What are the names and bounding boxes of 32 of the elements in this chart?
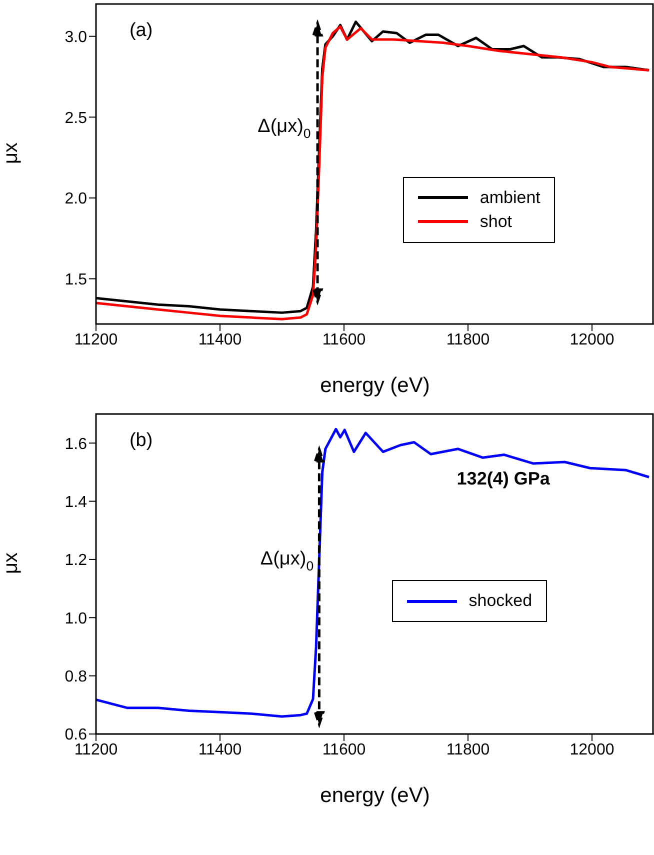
x-tick-label: 11200 xyxy=(74,741,118,758)
y-tick-label: 2.5 xyxy=(64,110,88,127)
legend-label: ambient xyxy=(478,186,540,209)
y-tick-label: 1.0 xyxy=(64,610,88,628)
x-tick-label: 12000 xyxy=(570,331,614,348)
legend-label: shot xyxy=(478,210,514,233)
x-tick-label: 11600 xyxy=(322,331,366,348)
x-tick-label: 11600 xyxy=(322,741,366,758)
annotation: (b) xyxy=(129,430,153,451)
annotation: Δ(μx)$_{0}$ xyxy=(260,548,314,574)
x-tick-label: 11800 xyxy=(446,741,490,758)
x-axis-title: energy (eV) xyxy=(320,374,430,397)
legend-label: shocked xyxy=(468,590,532,612)
y-tick-label: 0.6 xyxy=(64,726,88,744)
x-tick-label: 11400 xyxy=(198,331,242,348)
y-tick-label: 3.0 xyxy=(64,29,88,46)
x-tick-label: 11400 xyxy=(198,741,242,758)
y-tick-label: 1.4 xyxy=(64,494,88,511)
y-tick-label: 1.5 xyxy=(64,271,88,288)
y-axis-title: μx xyxy=(0,142,22,164)
y-tick-label: 2.0 xyxy=(64,190,88,208)
annotation: (a) xyxy=(129,20,153,41)
x-tick-label: 11800 xyxy=(446,331,490,348)
y-tick-label: 1.6 xyxy=(64,436,88,453)
y-tick-label: 1.2 xyxy=(64,552,88,570)
annotation: Δ(μx)$_{0}$ xyxy=(258,116,311,141)
annotation: 132(4) GPa xyxy=(456,468,551,488)
x-axis-title: energy (eV) xyxy=(320,784,430,807)
x-tick-label: 12000 xyxy=(570,741,614,758)
y-tick-label: 0.8 xyxy=(64,668,88,686)
x-tick-label: 11200 xyxy=(74,331,118,348)
y-axis-title: μx xyxy=(0,552,22,574)
